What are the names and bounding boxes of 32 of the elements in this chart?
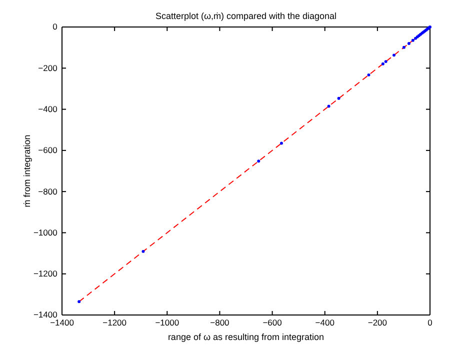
y-tick-label: −600 xyxy=(38,145,58,156)
point xyxy=(411,38,414,42)
y-axis-title: ṁ from integration xyxy=(22,134,32,208)
point xyxy=(257,160,260,163)
x-tick-label: −400 xyxy=(315,318,335,328)
y-tick-label: −400 xyxy=(38,104,58,114)
y-tick-label: −200 xyxy=(38,62,58,73)
point xyxy=(280,142,283,145)
point xyxy=(392,54,396,57)
x-tick-label: −1400 xyxy=(50,318,74,328)
point xyxy=(402,46,406,49)
point xyxy=(78,300,81,304)
x-tick-label: −800 xyxy=(210,318,230,328)
point xyxy=(384,60,388,64)
x-tick-label: −600 xyxy=(262,318,282,328)
chart-title: Scatterplot (ω,ṁ) compared with the diagonal xyxy=(155,11,337,21)
point xyxy=(407,42,410,45)
y-tick-label: −800 xyxy=(38,186,58,196)
point xyxy=(381,62,384,66)
x-tick-label: −1200 xyxy=(102,318,127,328)
point xyxy=(327,104,330,108)
x-tick-label: 0 xyxy=(428,318,433,328)
x-tick-label: −1000 xyxy=(155,318,180,328)
y-tick-label: −1200 xyxy=(33,268,58,279)
point xyxy=(337,96,340,100)
y-tick-label: −1000 xyxy=(33,227,58,238)
y-tick-label: 0 xyxy=(52,22,58,32)
point xyxy=(142,250,145,253)
x-tick-label: −200 xyxy=(368,318,388,328)
y-tick-label: −1400 xyxy=(33,310,58,320)
point xyxy=(367,73,370,76)
x-axis-title: range of ω as resulting from integration xyxy=(168,332,324,342)
